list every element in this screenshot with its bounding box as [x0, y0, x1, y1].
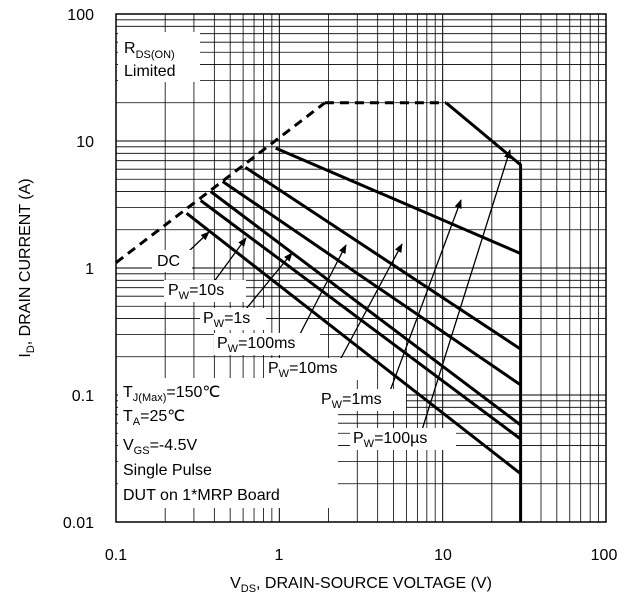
x-tick-0.1: 0.1 [105, 547, 127, 564]
x-tick-100: 100 [591, 547, 618, 564]
pw10s-label: PW=10s [168, 282, 224, 302]
cond-tj: TJ(Max)=150℃ [123, 384, 220, 404]
pw10ms-label-bg [265, 358, 361, 380]
pw10ms-label: PW=10ms [268, 360, 338, 380]
series-line-p-w-100ms [221, 180, 522, 387]
series-group [115, 101, 523, 522]
series-line-p-w-1s [209, 190, 522, 427]
pw100us-label-bg [350, 428, 456, 450]
series-line-p-w-10s [199, 199, 522, 441]
pw10s-label-bg [164, 280, 246, 302]
x-axis-title: VDS, DRAIN-SOURCE VOLTAGE (V) [230, 575, 492, 594]
rds-label: RDS(ON) [124, 40, 175, 61]
pw1ms-label: PW=1ms [321, 391, 382, 411]
arrow-pw10s [212, 237, 247, 284]
y-tick-0.01: 0.01 [63, 515, 94, 532]
cond-board: DUT on 1*MRP Board [123, 487, 280, 504]
conditions-label-bg [118, 378, 338, 508]
arrow-dc [187, 231, 210, 253]
cond-ta: TA=25℃ [123, 408, 185, 428]
cond-vgs: VGS=-4.5V [123, 437, 197, 457]
y-tick-1: 1 [85, 261, 94, 278]
y-tick-100: 100 [67, 7, 94, 24]
arrow-pw10ms [339, 243, 403, 361]
cond-pulse: Single Pulse [123, 462, 212, 479]
x-tick-1: 1 [275, 547, 284, 564]
series-line-dc [185, 212, 522, 475]
y-tick-10: 10 [76, 134, 94, 151]
x-tick-10: 10 [434, 547, 452, 564]
pw1s-label-bg [200, 308, 266, 330]
arrow-pw100us [421, 149, 512, 431]
y-axis-title: ID, DRAIN CURRENT (A) [17, 178, 37, 357]
arrow-pw1s [245, 252, 293, 310]
plot-frame [115, 13, 607, 523]
y-tick-labels: 100 10 1 0.1 0.01 [63, 7, 94, 532]
series-line-p-w-10ms [244, 166, 522, 351]
pw100ms-label: PW=100ms [217, 335, 295, 355]
pw1ms-label-bg [318, 389, 406, 411]
pw1s-label: PW=1s [203, 310, 250, 330]
series-line-p-w-100-s [445, 101, 523, 522]
pw100ms-label-bg [214, 333, 320, 355]
y-tick-0.1: 0.1 [72, 388, 94, 405]
x-tick-labels: 0.1 1 10 100 [105, 547, 618, 564]
arrow-pw1ms [389, 199, 462, 392]
arrows-group [187, 149, 512, 431]
dc-label: DC [157, 253, 180, 270]
test-conditions: TJ(Max)=150℃ TA=25℃ VGS=-4.5V Single Pul… [123, 384, 280, 504]
dc-label-bg [152, 250, 192, 272]
series-line-p-w-1ms [275, 146, 522, 255]
rds-label-bg [118, 32, 200, 82]
rds-limited-label: Limited [124, 63, 176, 80]
arrow-pw100ms [299, 244, 347, 335]
pw100us-label: PW=100µs [353, 430, 427, 450]
